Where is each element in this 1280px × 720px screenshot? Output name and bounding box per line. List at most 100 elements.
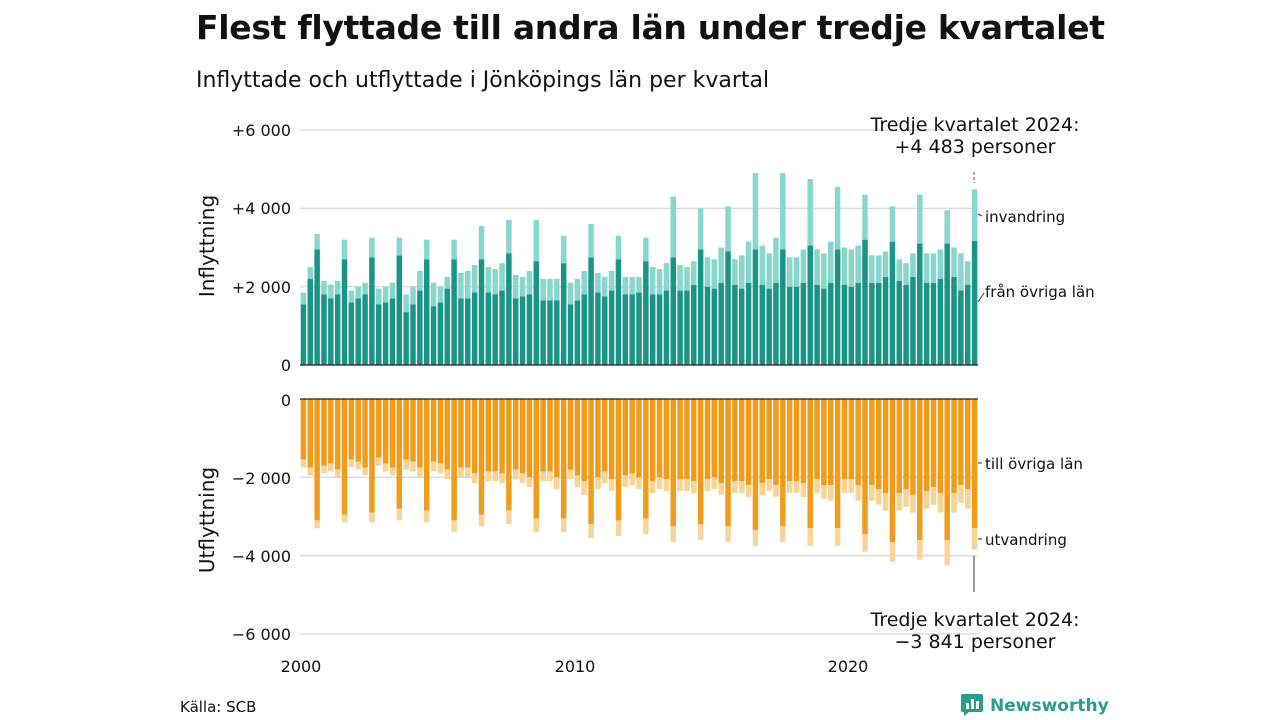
bar-inflow-immigration: [334, 280, 341, 295]
bar-inflow-domestic: [588, 257, 594, 365]
bar-inflow-domestic: [417, 290, 423, 365]
bar-outflow-domestic: [766, 399, 772, 480]
x-tick-2020: 2020: [828, 657, 869, 676]
bar-inflow-immigration: [471, 265, 478, 293]
bar-inflow-domestic: [547, 300, 553, 365]
bar-outflow-domestic: [896, 399, 902, 493]
bar-inflow-domestic: [334, 294, 341, 365]
bar-outflow-emigration: [855, 485, 861, 501]
bar-outflow-emigration: [629, 473, 635, 486]
bar-outflow-domestic: [471, 399, 478, 474]
bar-inflow-domestic: [410, 304, 416, 365]
bar-outflow-emigration: [944, 540, 950, 566]
bar-inflow-domestic: [663, 290, 670, 365]
bar-inflow-immigration: [704, 257, 711, 287]
bar-inflow-immigration: [314, 233, 320, 250]
bar-inflow-immigration: [875, 255, 882, 283]
bar-outflow-emigration: [451, 520, 457, 533]
bar-inflow-domestic: [903, 284, 909, 365]
bar-inflow-immigration: [917, 194, 923, 244]
bar-outflow-emigration: [560, 518, 567, 533]
bar-outflow-domestic: [656, 399, 663, 478]
bar-inflow-immigration: [362, 282, 368, 295]
bar-outflow-domestic: [780, 399, 786, 527]
bar-inflow-domestic: [348, 302, 355, 365]
bar-outflow-domestic: [465, 399, 471, 468]
bar-inflow-immigration: [608, 271, 615, 291]
bar-inflow-immigration: [540, 278, 546, 301]
bar-inflow-domestic: [485, 292, 492, 365]
bar-inflow-immigration: [951, 247, 957, 277]
bar-inflow-domestic: [971, 240, 978, 365]
bar-inflow-domestic: [437, 302, 444, 365]
bar-outflow-emigration: [869, 485, 875, 501]
bar-outflow-emigration: [581, 481, 587, 495]
bar-outflow-emigration: [362, 467, 368, 476]
bar-outflow-domestic: [423, 399, 430, 511]
chart-subtitle: Inflyttade och utflyttade i Jönköpings l…: [196, 68, 770, 93]
bar-inflow-domestic: [341, 259, 348, 365]
bar-inflow-domestic: [848, 286, 855, 365]
bar-outflow-emigration: [951, 493, 957, 513]
bar-inflow-immigration: [745, 241, 752, 283]
bar-outflow-domestic: [602, 399, 608, 472]
bar-inflow-domestic: [711, 288, 718, 365]
bar-outflow-emigration: [663, 479, 670, 492]
bar-outflow-domestic: [382, 399, 389, 464]
bar-outflow-domestic: [512, 399, 519, 470]
bar-outflow-domestic: [307, 399, 314, 468]
bar-outflow-emigration: [547, 471, 553, 482]
bar-inflow-immigration: [567, 282, 574, 305]
bar-outflow-emigration: [971, 528, 978, 550]
bar-outflow-domestic: [540, 399, 546, 472]
bar-inflow-immigration: [780, 173, 786, 250]
bar-outflow-emigration: [930, 487, 937, 505]
bar-inflow-domestic: [869, 282, 875, 365]
bar-inflow-domestic: [622, 294, 629, 365]
annotation-inflow-line-1: Tredje kvartalet 2024:: [870, 114, 1080, 136]
bar-outflow-emigration: [684, 479, 690, 492]
y-tick-in-0: 0: [281, 356, 291, 375]
bar-outflow-domestic: [362, 399, 368, 468]
bar-outflow-domestic: [321, 399, 327, 466]
bar-outflow-emigration: [410, 461, 416, 472]
bar-inflow-domestic: [369, 257, 375, 365]
bar-outflow-domestic: [444, 399, 450, 470]
bar-inflow-immigration: [889, 206, 896, 242]
bar-outflow-domestic: [355, 399, 361, 462]
bar-inflow-immigration: [526, 271, 533, 295]
bar-outflow-emigration: [807, 528, 813, 546]
bar-outflow-emigration: [300, 459, 307, 468]
bar-outflow-emigration: [759, 483, 766, 495]
bar-outflow-domestic: [738, 399, 745, 482]
bar-inflow-immigration: [636, 276, 642, 293]
bar-inflow-immigration: [937, 249, 944, 279]
bar-inflow-immigration: [547, 278, 553, 301]
bar-outflow-domestic: [937, 399, 944, 493]
bar-inflow-immigration: [478, 225, 485, 260]
bar-outflow-emigration: [478, 514, 485, 527]
bar-outflow-emigration: [670, 526, 676, 542]
bar-outflow-domestic: [889, 399, 896, 542]
bar-outflow-emigration: [369, 512, 375, 523]
bar-outflow-emigration: [677, 479, 683, 492]
bar-outflow-emigration: [622, 475, 629, 488]
bar-inflow-domestic: [615, 259, 622, 365]
brand-logo[interactable]: Newsworthy: [960, 692, 1109, 720]
bar-outflow-domestic: [964, 399, 971, 490]
bar-outflow-domestic: [615, 399, 622, 521]
label-leader-invandring: [977, 213, 983, 217]
bar-outflow-emigration: [355, 461, 361, 470]
bar-outflow-domestic: [793, 399, 800, 482]
bar-outflow-emigration: [917, 540, 923, 560]
y-tick-out-3: −6 000: [232, 625, 291, 644]
bar-inflow-immigration: [656, 269, 663, 295]
bar-inflow-domestic: [328, 298, 334, 365]
bar-outflow-domestic: [869, 399, 875, 486]
bar-outflow-emigration: [786, 481, 793, 493]
bar-outflow-domestic: [595, 399, 601, 478]
bar-outflow-emigration: [814, 479, 820, 493]
bar-inflow-domestic: [923, 282, 930, 365]
bar-outflow-domestic: [533, 399, 540, 519]
bar-outflow-emigration: [800, 483, 807, 497]
